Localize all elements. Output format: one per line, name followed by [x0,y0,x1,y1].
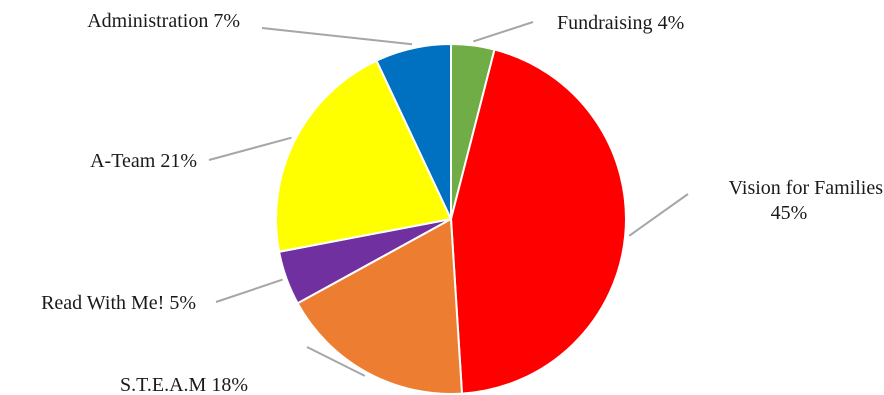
leader-lines [208,21,689,377]
leader-line-vision-for-families [628,193,689,237]
leader-line-administration [261,27,413,46]
leader-line-a-team [208,136,292,161]
leader-line-read-with-me [215,278,283,303]
pie-slices [275,43,627,395]
slice-vision-for-families [450,48,627,395]
leader-line-s-t-e-a-m [306,346,366,377]
label-steam: S.T.E.A.M 18% [120,374,248,395]
slice-administration [375,43,452,220]
slice-a-team [275,59,452,253]
label-read-with-me: Read With Me! 5% [41,292,196,314]
label-administration: Administration 7% [87,10,240,32]
label-fundraising: Fundraising 4% [557,12,684,34]
label-a-team: A-Team 21% [90,150,197,172]
slice-s-t-e-a-m [296,218,463,395]
label-vision-for-families-value: 45% [771,202,808,224]
leader-line-fundraising [473,21,534,43]
label-vision-for-families-name: Vision for Families [729,177,884,199]
